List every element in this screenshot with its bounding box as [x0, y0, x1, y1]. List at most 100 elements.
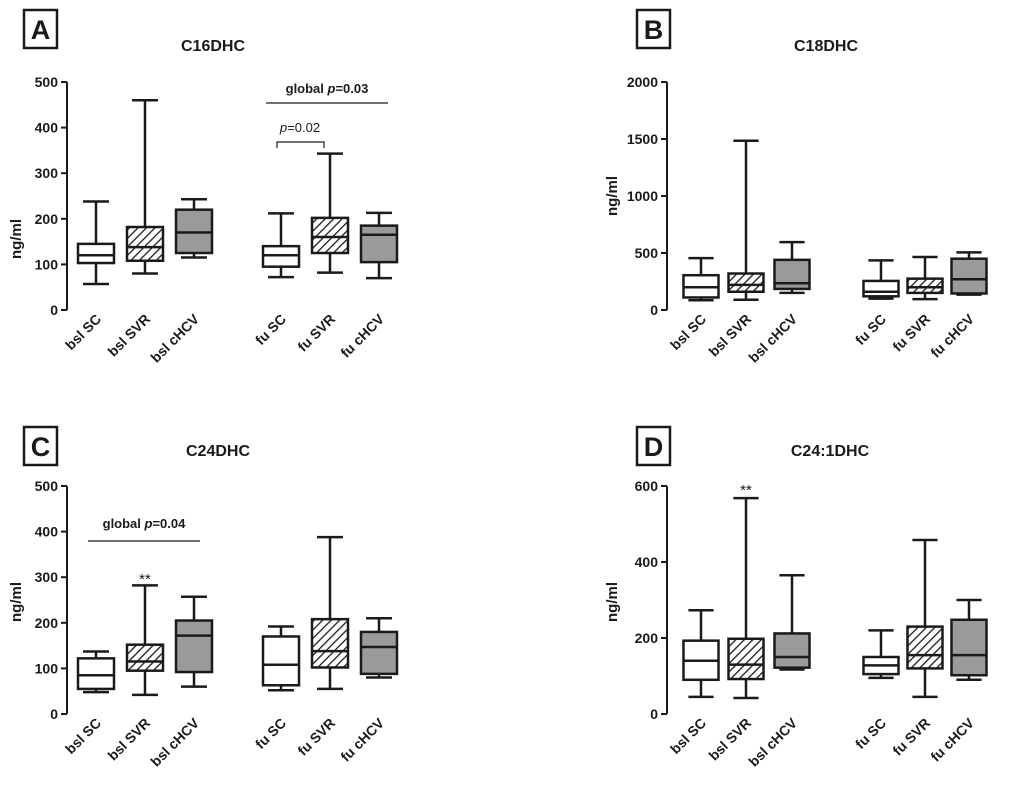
box-iqr — [76, 242, 116, 265]
box-fu-chcv — [359, 616, 399, 679]
box-iqr — [950, 618, 988, 677]
panel-b: B C18DHC ng/ml 0 500 1000 1500 2000 bsl SC bsl… — [604, 8, 988, 366]
box-fu-chcv — [359, 211, 399, 280]
y-tick-label: 300 — [35, 165, 59, 181]
x-tick-label: bsl cHCV — [147, 714, 202, 769]
panel-letter: C — [31, 432, 51, 462]
box-fu-svr — [310, 535, 350, 691]
x-tick-label: bsl SVR — [104, 715, 153, 764]
global-p-annotation: global p=0.03 — [266, 81, 388, 104]
x-tick-label: fu SC — [852, 311, 889, 348]
pairwise-p-annotation: p=0.02 — [276, 120, 325, 148]
x-tick-label: fu cHCV — [927, 310, 977, 360]
y-tick-label: 500 — [35, 478, 59, 494]
panel-letter: D — [644, 432, 664, 462]
y-tick-label: 500 — [635, 245, 659, 261]
x-tick-label: bsl SC — [62, 311, 104, 353]
box-fu-sc — [862, 629, 900, 680]
chart-title: C18DHC — [794, 38, 858, 55]
y-axis-label: ng/ml — [604, 582, 621, 622]
box-iqr — [727, 272, 765, 294]
y-tick-label: 200 — [635, 630, 659, 646]
box-bsl-sc — [76, 650, 116, 694]
box-bsl-svr — [125, 584, 165, 697]
significance-stars: ** — [139, 571, 151, 588]
box-bsl-chcv — [174, 595, 214, 688]
x-tick-label: fu SVR — [889, 715, 933, 759]
box-iqr — [862, 279, 900, 298]
x-tick-label: fu SC — [852, 715, 889, 752]
box-bsl-chcv — [773, 574, 811, 671]
y-tick-label: 0 — [650, 706, 658, 722]
box-iqr — [906, 277, 944, 295]
y-tick-label: 100 — [35, 256, 59, 272]
box-bsl-svr — [125, 98, 165, 275]
chart-title: C16DHC — [181, 38, 245, 55]
panel-letter-box — [635, 425, 672, 467]
x-tick-label: bsl cHCV — [147, 310, 202, 365]
box-iqr — [76, 657, 116, 691]
x-tick-label: fu cHCV — [337, 714, 387, 764]
x-tick-label: bsl cHCV — [745, 310, 800, 365]
box-iqr — [125, 643, 165, 672]
y-tick-label: 0 — [50, 302, 58, 318]
y-tick-label: 0 — [50, 706, 58, 722]
y-tick-label: 1500 — [627, 131, 658, 147]
box-bsl-svr — [727, 139, 765, 301]
box-iqr — [359, 630, 399, 676]
box-fu-sc — [862, 259, 900, 300]
y-tick-label: 2000 — [627, 74, 658, 90]
global-p-label: global p=0.04 — [103, 516, 187, 531]
y-axis-label: ng/ml — [8, 582, 25, 622]
y-axis-label: ng/ml — [8, 219, 25, 259]
chart-title: C24:1DHC — [791, 443, 870, 460]
panel-letter-box — [22, 8, 59, 50]
x-tick-label: fu cHCV — [927, 714, 977, 764]
box-iqr — [310, 216, 350, 255]
box-iqr — [773, 632, 811, 669]
y-tick-label: 200 — [35, 615, 59, 631]
pair-p-label: p=0.02 — [279, 120, 320, 135]
box-bsl-sc — [682, 256, 720, 302]
box-bsl-sc — [682, 609, 720, 699]
box-iqr — [950, 257, 988, 295]
box-iqr — [727, 637, 765, 681]
y-tick-label: 400 — [635, 554, 659, 570]
y-axis-label: ng/ml — [604, 176, 621, 216]
box-bsl-chcv — [174, 197, 214, 259]
box-fu-svr — [906, 538, 944, 699]
x-tick-label: fu SVR — [294, 311, 338, 355]
box-fu-svr — [906, 255, 944, 301]
x-tick-label: bsl SC — [667, 715, 709, 757]
x-tick-label: fu SVR — [889, 311, 933, 355]
significance-stars: ** — [740, 482, 752, 499]
x-tick-label: fu SC — [252, 311, 289, 348]
panel-letter-box — [22, 425, 59, 467]
box-iqr — [773, 258, 811, 291]
box-bsl-chcv — [773, 240, 811, 295]
global-p-label: global p=0.03 — [286, 81, 369, 96]
pair-bracket — [276, 141, 325, 148]
box-bsl-svr — [727, 496, 765, 700]
x-tick-label: bsl SVR — [104, 311, 153, 360]
x-tick-label: fu cHCV — [337, 310, 387, 360]
x-tick-label: bsl cHCV — [745, 714, 800, 769]
y-tick-label: 400 — [35, 524, 59, 540]
panel-letter-box — [635, 8, 672, 50]
box-fu-chcv — [950, 598, 988, 682]
box-fu-svr — [310, 152, 350, 274]
y-tick-label: 200 — [35, 211, 59, 227]
box-iqr — [125, 225, 165, 263]
y-tick-label: 300 — [35, 569, 59, 585]
y-tick-label: 0 — [650, 302, 658, 318]
box-fu-chcv — [950, 251, 988, 296]
box-iqr — [261, 635, 301, 687]
y-tick-label: 100 — [35, 660, 59, 676]
box-bsl-sc — [76, 200, 116, 286]
box-iqr — [310, 617, 350, 669]
box-iqr — [906, 625, 944, 670]
